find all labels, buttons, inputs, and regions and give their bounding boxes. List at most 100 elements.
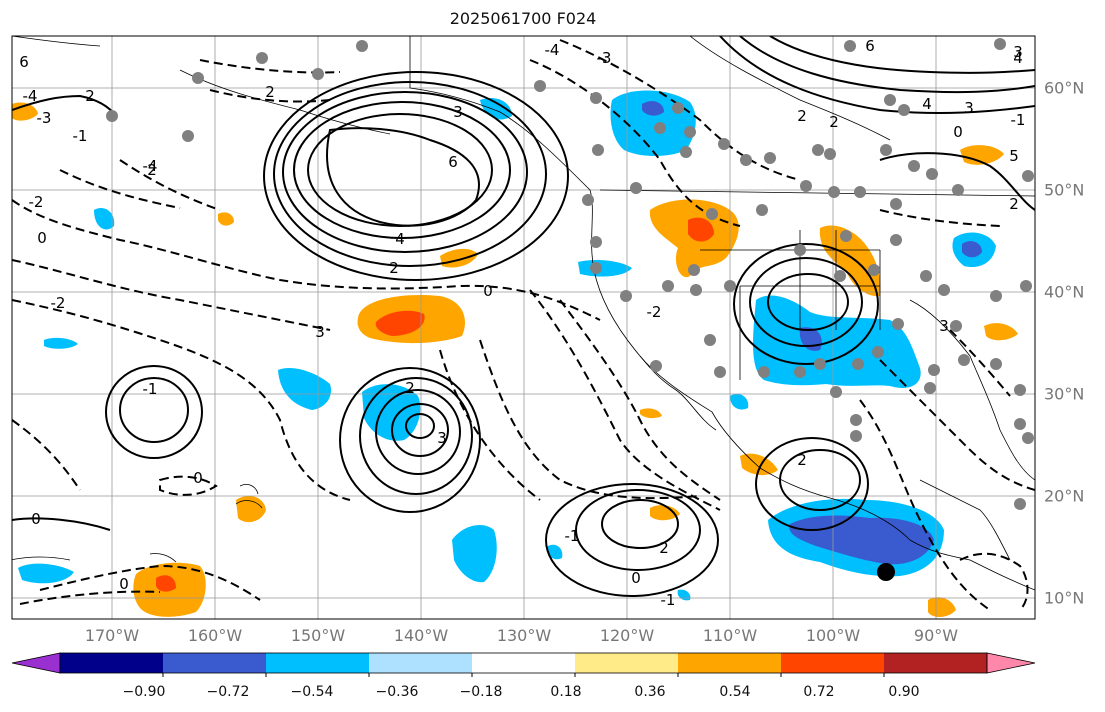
positive-anomaly-region bbox=[740, 453, 778, 476]
colorbar-segment bbox=[11, 652, 61, 674]
contour-label: 3 bbox=[453, 103, 463, 121]
colorbar-tick-label: 0.54 bbox=[719, 684, 751, 700]
colorbar-segment bbox=[986, 652, 1036, 674]
contour-label: -4 bbox=[23, 87, 38, 105]
longitude-label: 170°W bbox=[84, 626, 140, 645]
colorbar-tick-label: −0.36 bbox=[375, 684, 419, 700]
highlighted-station-marker bbox=[877, 563, 895, 581]
strong-positive-anomaly-region bbox=[156, 575, 176, 592]
longitude-label: 150°W bbox=[290, 626, 346, 645]
colorbar-segment bbox=[472, 653, 576, 673]
negative-anomaly-region bbox=[730, 393, 749, 410]
contour-label: -3 bbox=[597, 49, 612, 67]
strong-negative-anomaly-region bbox=[962, 241, 982, 258]
contour-label: -2 bbox=[647, 303, 662, 321]
colorbar-tick-label: 0.90 bbox=[888, 684, 920, 700]
positive-anomaly-region bbox=[218, 212, 234, 226]
contour-label: 3 bbox=[437, 429, 447, 447]
longitude-label: 100°W bbox=[805, 626, 861, 645]
graticule bbox=[12, 36, 1035, 619]
contour-label: 3 bbox=[964, 99, 974, 117]
latitude-label: 20°N bbox=[1044, 486, 1085, 506]
negative-anomaly-region bbox=[610, 90, 696, 156]
contour-label: 5 bbox=[1009, 147, 1019, 165]
contour-label: -3 bbox=[37, 109, 52, 127]
contour-label: 0 bbox=[31, 510, 41, 528]
contour-label: 3 bbox=[315, 323, 325, 341]
colorbar-tick-label: 0.18 bbox=[550, 684, 582, 700]
strong-positive-anomaly-region bbox=[688, 217, 714, 242]
colorbar bbox=[11, 652, 1036, 677]
longitude-label: 90°W bbox=[913, 626, 959, 645]
positive-anomaly-region bbox=[650, 505, 680, 521]
contour-label: 2 bbox=[797, 107, 807, 125]
contour-label: -1 bbox=[1011, 111, 1026, 129]
colorbar-tick-label: −0.54 bbox=[290, 684, 334, 700]
negative-anomaly-region bbox=[547, 544, 563, 560]
longitude-label: 120°W bbox=[599, 626, 655, 645]
positive-anomaly-region bbox=[640, 408, 662, 419]
contour-label: -2 bbox=[51, 294, 66, 312]
contour-label: 2 bbox=[85, 87, 95, 105]
colorbar-segment bbox=[575, 653, 679, 673]
colorbar-frame bbox=[59, 652, 988, 674]
contour-label: 0 bbox=[193, 469, 203, 487]
positive-anomaly-region bbox=[960, 145, 1004, 165]
colorbar-tick-label: −0.72 bbox=[206, 684, 250, 700]
negative-anomaly-region bbox=[94, 207, 115, 230]
contour-label: -4 bbox=[545, 41, 560, 59]
contour-label: 6 bbox=[865, 37, 875, 55]
contour-label: -1 bbox=[661, 591, 676, 609]
colorbar-tick-label: 0.36 bbox=[634, 684, 666, 700]
contour-label: 0 bbox=[119, 575, 129, 593]
positive-anomaly-region bbox=[819, 225, 881, 297]
contour-label: 2 bbox=[1009, 195, 1019, 213]
strong-negative-anomaly-region bbox=[789, 515, 934, 565]
contour-label: 2 bbox=[829, 113, 839, 131]
longitude-label: 160°W bbox=[187, 626, 243, 645]
colorbar-segment bbox=[60, 653, 164, 673]
colorbar-segment bbox=[266, 653, 370, 673]
longitude-label: 140°W bbox=[393, 626, 449, 645]
contour-label: 0 bbox=[37, 229, 47, 247]
colorbar-tick-label: −0.18 bbox=[459, 684, 503, 700]
contour-label: -2 bbox=[29, 193, 44, 211]
strong-negative-anomaly-region bbox=[642, 101, 664, 116]
negative-contours bbox=[12, 39, 1035, 611]
latitude-label: 60°N bbox=[1044, 78, 1085, 98]
contour-label: 0 bbox=[631, 569, 641, 587]
latitude-label: 40°N bbox=[1044, 282, 1085, 302]
contour-label: 4 bbox=[1013, 49, 1023, 67]
colorbar-tick-label: −0.90 bbox=[122, 684, 166, 700]
contour-label: 3 bbox=[1013, 43, 1023, 61]
contour-label: 2 bbox=[147, 161, 157, 179]
colorbar-segment bbox=[163, 653, 267, 673]
colorbar-tick-label: 0.72 bbox=[803, 684, 835, 700]
positive-anomaly-region bbox=[928, 597, 956, 618]
contour-label: 0 bbox=[483, 282, 493, 300]
negative-anomaly-region bbox=[44, 337, 78, 349]
contour-label: 4 bbox=[922, 95, 932, 113]
contour-label: 0 bbox=[953, 123, 963, 141]
colorbar-segment bbox=[781, 653, 885, 673]
contour-label: 2 bbox=[405, 379, 415, 397]
contour-label: 2 bbox=[389, 259, 399, 277]
negative-anomaly-region bbox=[452, 525, 497, 583]
strong-positive-anomaly-region bbox=[375, 310, 425, 336]
contour-label: 2 bbox=[659, 539, 669, 557]
contour-label: -1 bbox=[565, 527, 580, 545]
positive-contours bbox=[12, 36, 1035, 597]
contour-label: 2 bbox=[797, 451, 807, 469]
contour-label: 3 bbox=[939, 317, 949, 335]
positive-anomaly-region bbox=[236, 495, 266, 523]
negative-anomaly-region bbox=[18, 563, 74, 584]
contour-label: -4 bbox=[143, 157, 158, 175]
map-frame bbox=[11, 35, 1036, 620]
latitude-label: 50°N bbox=[1044, 180, 1085, 200]
positive-anomaly-region bbox=[984, 323, 1018, 341]
contour-label: 4 bbox=[395, 230, 405, 248]
colorbar-segment bbox=[884, 653, 988, 673]
station-markers bbox=[106, 38, 1034, 510]
map-title: 2025061700 F024 bbox=[449, 9, 597, 28]
